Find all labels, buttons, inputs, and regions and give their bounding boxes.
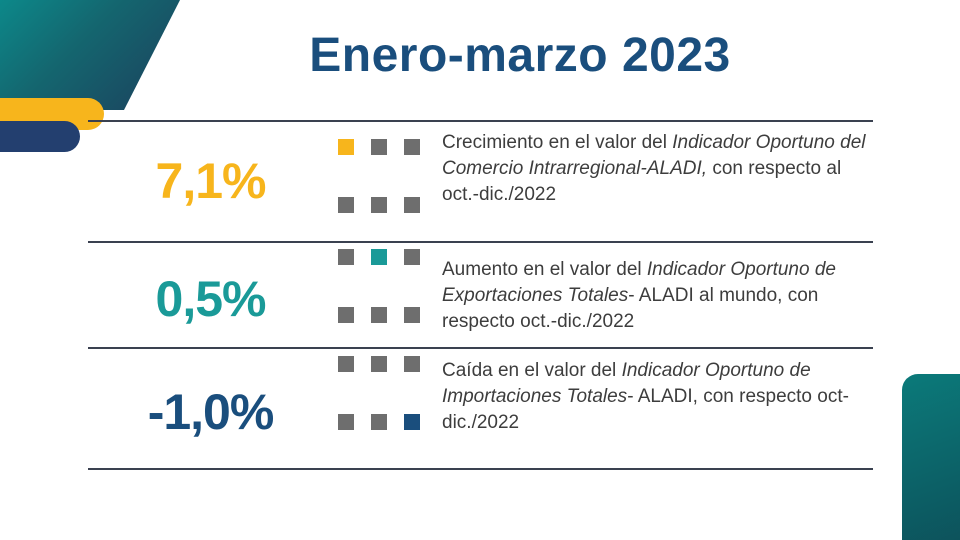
grid-dot [371,414,387,430]
dot-grid [338,139,420,215]
indicator-row-intrarregional: 7,1% Crecimiento en el valor del Indicad… [88,122,873,241]
decorative-right-shape [902,374,960,540]
description-text-part: Crecimiento en el valor del [442,132,673,153]
description-text-part: Indicador Oportuno de Exportaciones Tota… [442,259,836,306]
grid-dot [338,414,354,430]
grid-dot [404,139,420,155]
indicator-row-importaciones: -1,0% Caída en el valor del Indicador Op… [88,349,873,468]
decorative-navy-bar [0,121,80,152]
highlight-dot [371,249,387,265]
highlight-dot [338,139,354,155]
indicator-value: 7,1% [155,153,267,209]
description-text-part: - ALADI al mundo, con respecto oct.-dic.… [442,285,819,332]
page-title: Enero-marzo 2023 [309,29,731,82]
grid-dot [338,356,354,372]
grid-dot [338,249,354,265]
indicator-description: Aumento en el valor del Indicador Oportu… [442,257,872,335]
indicator-description: Caída en el valor del Indicador Oportuno… [442,358,872,436]
indicator-description: Crecimiento en el valor del Indicador Op… [442,130,872,208]
grid-dot [404,307,420,323]
grid-dot [404,249,420,265]
grid-dot [338,307,354,323]
grid-dot [338,197,354,213]
description-text-part: Indicador Oportuno de Importaciones Tota… [442,360,811,407]
dot-grid [338,249,420,325]
indicator-row-exportaciones: 0,5% Aumento en el valor del Indicador O… [88,243,873,347]
divider-top [88,120,873,122]
dot-grid [338,356,420,432]
divider-bottom [88,468,873,470]
description-text-part: Indicador Oportuno del Comercio Intrarre… [442,132,866,179]
grid-dot [371,139,387,155]
description-text-part: con respecto al oct.-dic./2022 [442,158,842,205]
description-text-part: - ALADI, con respecto oct-dic./2022 [442,386,849,433]
grid-dot [404,197,420,213]
grid-dot [404,356,420,372]
divider-2 [88,347,873,349]
grid-dot [371,356,387,372]
indicator-value: -1,0% [147,384,275,440]
description-text-part: Caída en el valor del [442,360,622,381]
indicator-value: 0,5% [155,271,267,327]
highlight-dot [404,414,420,430]
description-text-part: Aumento en el valor del [442,259,647,280]
divider-1 [88,241,873,243]
grid-dot [371,197,387,213]
grid-dot [371,307,387,323]
